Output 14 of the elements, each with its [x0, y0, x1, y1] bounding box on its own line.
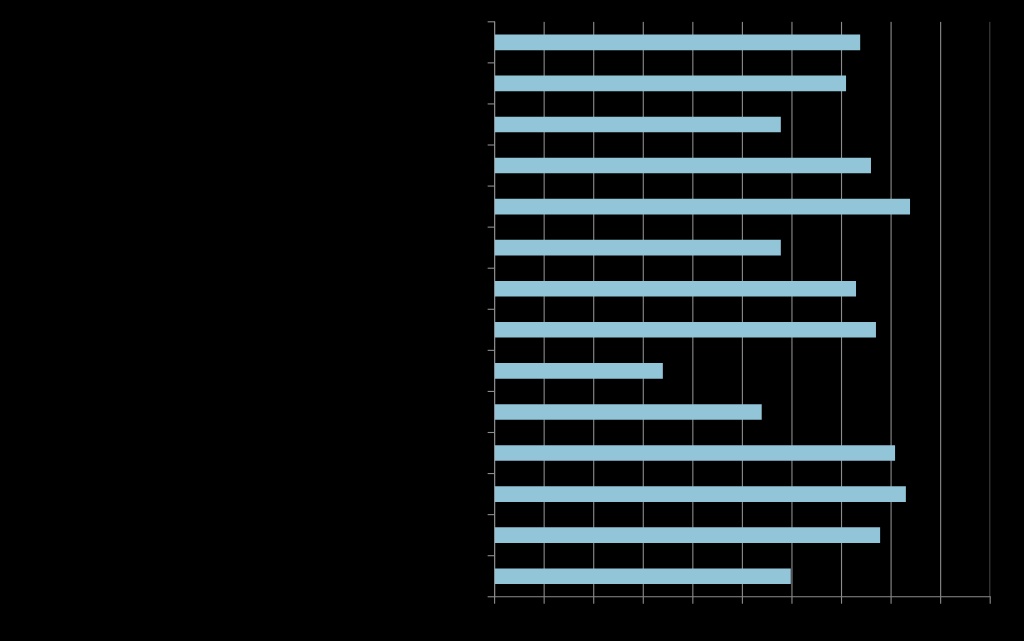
bar [494, 322, 876, 338]
bar [494, 198, 911, 215]
bar [494, 486, 906, 502]
bar [494, 157, 871, 174]
bar [494, 116, 781, 133]
bar [494, 34, 861, 51]
bar [494, 280, 857, 297]
bar [494, 568, 791, 585]
bar [494, 445, 896, 461]
bar [494, 404, 762, 420]
bar [494, 75, 847, 92]
bar [494, 363, 663, 379]
bar [494, 239, 781, 256]
bar [494, 527, 881, 543]
